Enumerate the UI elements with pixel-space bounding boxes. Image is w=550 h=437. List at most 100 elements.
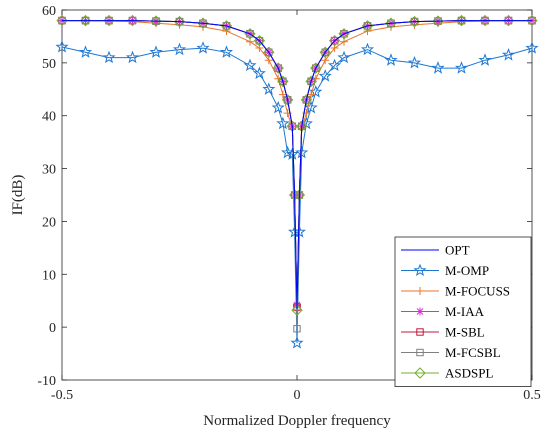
data-point	[56, 14, 68, 27]
data-point	[243, 58, 257, 72]
legend-marker	[414, 367, 426, 379]
data-point	[455, 14, 468, 27]
data-point	[454, 61, 469, 74]
data-point	[502, 14, 515, 27]
data-point	[526, 14, 538, 27]
data-point	[501, 47, 516, 61]
series-group	[55, 14, 539, 349]
data-point	[337, 50, 351, 64]
data-point	[360, 42, 375, 56]
data-point	[310, 62, 322, 74]
data-point	[338, 28, 350, 40]
y-tick-label: 0	[49, 321, 56, 336]
legend-entry-m-sbl: M-SBL	[401, 325, 485, 340]
legend-entry-opt: OPT	[401, 243, 470, 258]
legend-marker	[416, 328, 424, 336]
legend-label: M-OMP	[445, 263, 489, 278]
data-point	[272, 62, 284, 74]
legend-label: M-FCSBL	[445, 345, 501, 360]
data-point	[255, 36, 264, 45]
data-point	[309, 84, 323, 98]
legend-marker	[416, 307, 424, 316]
data-point	[196, 41, 210, 54]
data-point	[263, 46, 275, 58]
data-point	[302, 96, 311, 104]
data-point	[525, 41, 539, 54]
series-line	[61, 46, 533, 344]
data-point	[385, 17, 397, 29]
data-point	[79, 14, 92, 27]
x-tick-label: 0.5	[523, 388, 541, 403]
data-point	[271, 100, 285, 114]
y-tick-label: -10	[37, 374, 56, 389]
data-point	[384, 53, 398, 66]
x-axis-label: Normalized Doppler frequency	[203, 413, 391, 429]
data-point	[318, 69, 332, 82]
data-point	[125, 50, 140, 64]
data-point	[478, 53, 492, 66]
data-point	[293, 325, 301, 333]
data-point	[78, 45, 93, 58]
data-point	[330, 36, 339, 45]
data-point	[328, 34, 341, 47]
data-point	[328, 58, 342, 72]
data-point	[295, 145, 309, 159]
y-tick-label: 50	[42, 57, 56, 72]
data-point	[307, 90, 316, 99]
data-point	[276, 116, 290, 130]
data-point	[291, 304, 303, 316]
data-point	[305, 75, 317, 88]
data-point	[283, 96, 292, 104]
data-point	[173, 15, 186, 28]
data-point	[281, 94, 294, 106]
data-point	[479, 14, 491, 27]
legend-marker	[413, 263, 427, 277]
legend-label: ASDSPL	[445, 366, 493, 381]
data-point	[220, 20, 233, 32]
data-point	[102, 50, 116, 64]
data-point	[279, 77, 287, 86]
data-point	[55, 40, 69, 53]
series-line	[62, 20, 532, 309]
data-point	[304, 100, 318, 114]
y-tick-label: 40	[42, 110, 56, 125]
data-point	[265, 48, 273, 56]
data-point	[274, 64, 282, 72]
data-point	[290, 336, 304, 349]
data-point	[307, 77, 315, 86]
legend-label: M-IAA	[445, 304, 485, 319]
legend-label: M-FOCUSS	[445, 284, 510, 299]
data-point	[300, 94, 313, 106]
data-point	[126, 14, 139, 27]
data-point	[244, 28, 256, 40]
y-axis-label: IF(dB)	[10, 175, 26, 216]
data-point	[262, 82, 276, 95]
legend-entry-m-omp: M-OMP	[401, 263, 489, 278]
data-point	[285, 147, 299, 160]
series-m-omp	[55, 40, 539, 349]
x-tick-label: -0.5	[51, 388, 73, 403]
legend-label: OPT	[445, 243, 470, 258]
data-point	[408, 15, 421, 28]
legend-entry-m-fcsbl: M-FCSBL	[401, 345, 501, 360]
data-point	[197, 17, 209, 29]
data-point	[432, 15, 444, 27]
legend-marker	[416, 287, 424, 295]
data-point	[172, 42, 187, 56]
data-point	[219, 45, 234, 58]
legend-entry-m-focuss: M-FOCUSS	[401, 284, 510, 299]
data-point	[278, 90, 287, 99]
data-point	[319, 46, 331, 58]
data-point	[431, 61, 445, 74]
data-point	[407, 56, 422, 69]
legend: OPT M-OMP M-FOCUSS M-IAA M-SBL M-FCSBL ASDSPL	[394, 236, 532, 387]
y-tick-label: 10	[42, 268, 56, 283]
data-point	[103, 14, 115, 27]
data-point	[246, 30, 254, 38]
legend-entry-asdspl: ASDSPL	[401, 366, 493, 381]
y-tick-label: 30	[42, 163, 56, 178]
legend-entry-m-iaa: M-IAA	[401, 304, 485, 319]
data-point	[277, 75, 289, 88]
y-tick-label: 20	[42, 215, 56, 230]
